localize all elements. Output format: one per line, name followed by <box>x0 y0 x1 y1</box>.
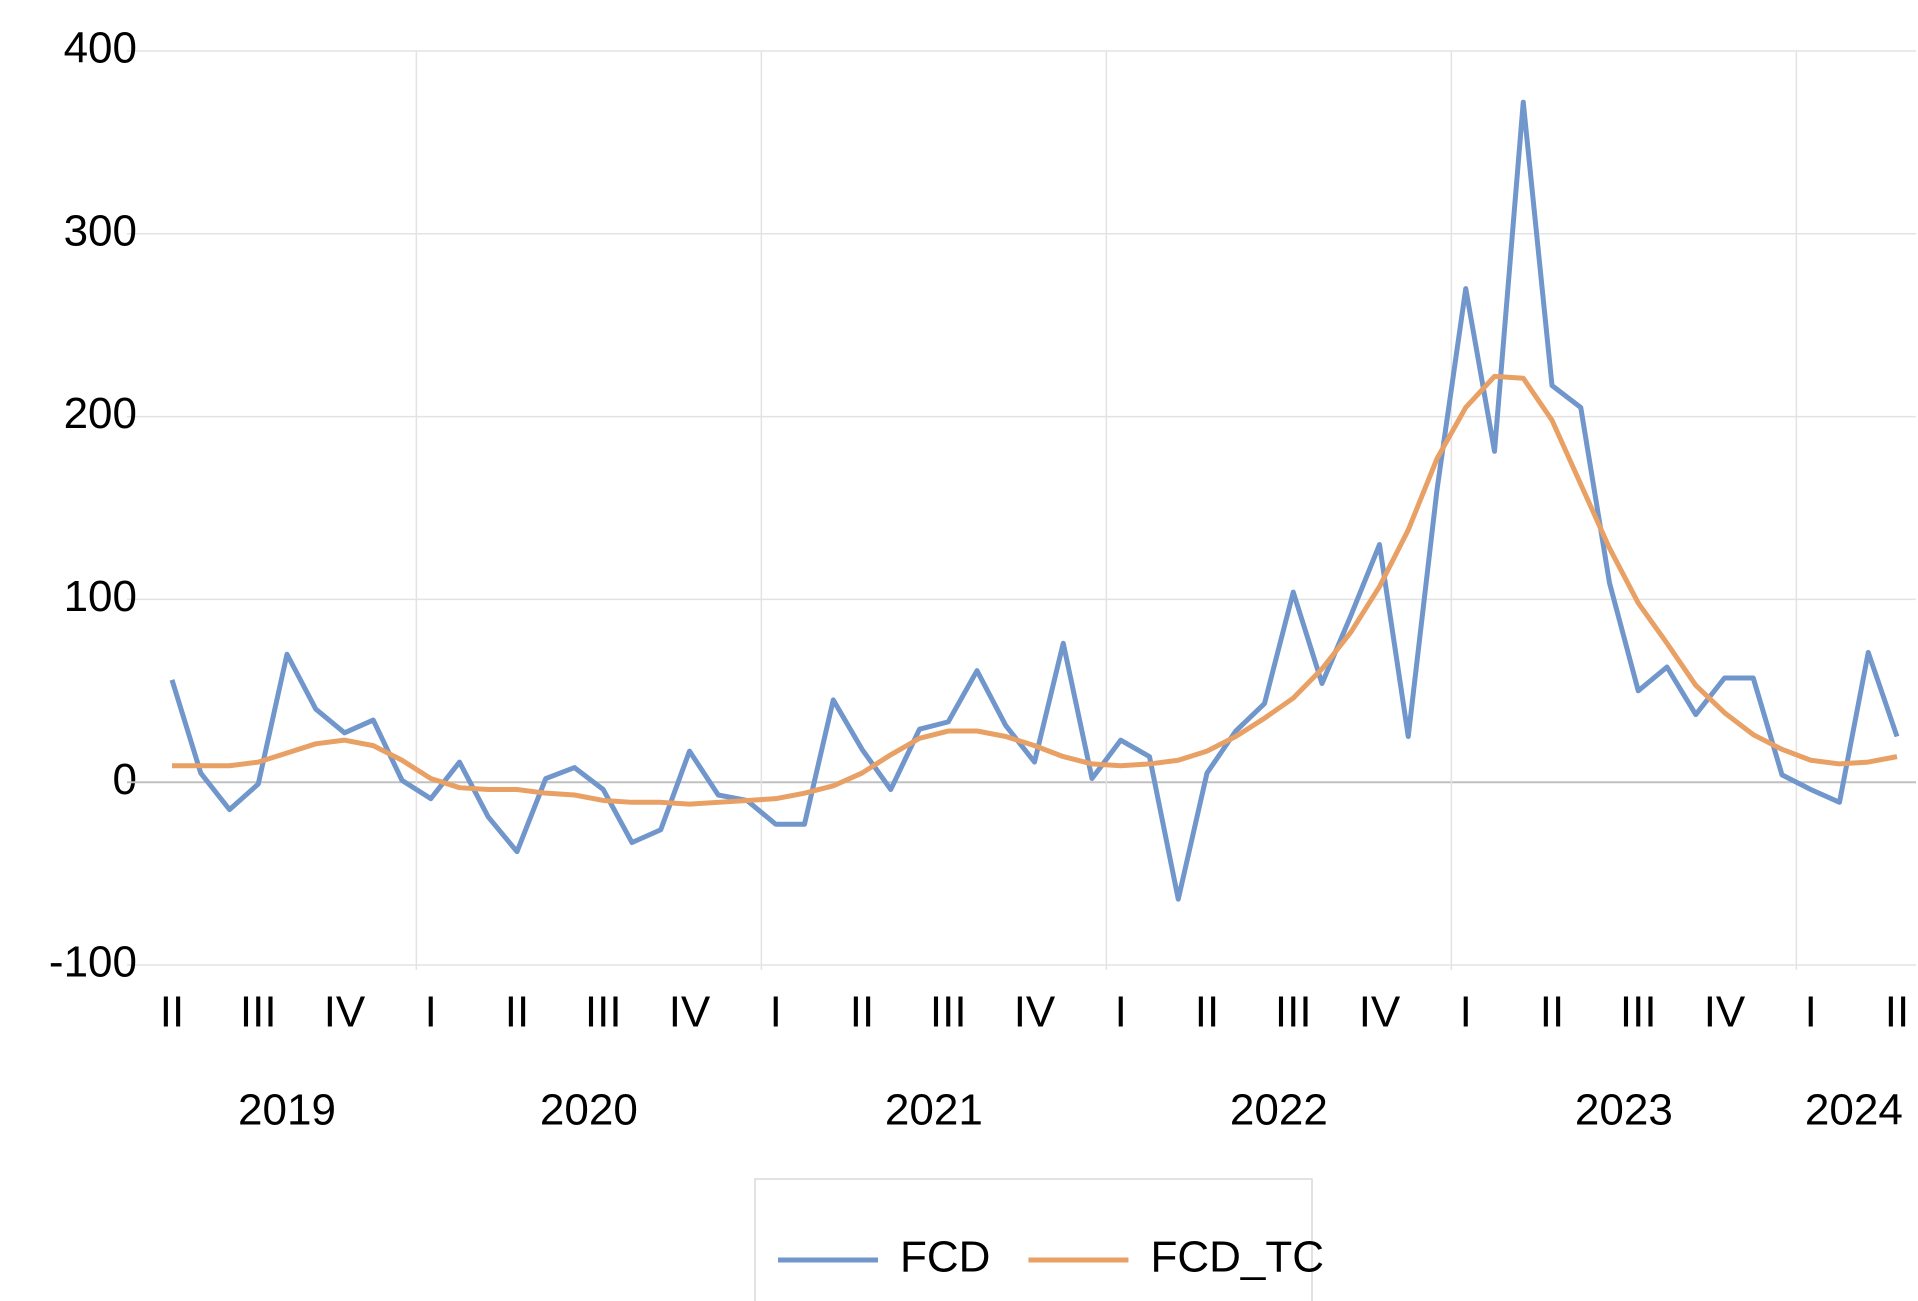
year-label: 2020 <box>540 1086 638 1135</box>
legend-box <box>754 1178 1313 1301</box>
year-label: 2019 <box>238 1086 336 1135</box>
x-tick-label: IV <box>669 988 711 1037</box>
year-label: 2023 <box>1575 1086 1673 1135</box>
x-tick-label: IV <box>324 988 366 1037</box>
x-tick-label: IV <box>1359 988 1401 1037</box>
y-tick-label: 300 <box>64 206 137 255</box>
x-tick-label: II <box>1885 988 1909 1037</box>
x-tick-label: IV <box>1704 988 1746 1037</box>
legend-label: FCD <box>900 1233 990 1282</box>
series-line <box>172 373 1898 807</box>
x-tick-label: I <box>770 988 782 1037</box>
x-tick-label: II <box>1195 988 1219 1037</box>
legend-label: FCD_TC <box>1150 1233 1324 1282</box>
y-tick-label: 0 <box>113 755 137 804</box>
y-tick-label: 400 <box>64 24 137 73</box>
x-tick-label: II <box>850 988 874 1037</box>
y-tick-label: -100 <box>49 938 137 987</box>
y-tick-label: 100 <box>64 572 137 621</box>
year-label: 2021 <box>885 1086 983 1135</box>
x-tick-label: I <box>1460 988 1472 1037</box>
x-tick-label: I <box>1805 988 1817 1037</box>
x-tick-label: I <box>1115 988 1127 1037</box>
series-line <box>169 99 1900 902</box>
x-tick-label: III <box>930 988 967 1037</box>
x-tick-label: III <box>240 988 277 1037</box>
x-tick-label: III <box>1275 988 1312 1037</box>
x-tick-label: II <box>505 988 529 1037</box>
x-tick-label: IV <box>1014 988 1056 1037</box>
x-tick-label: III <box>585 988 622 1037</box>
x-tick-label: III <box>1620 988 1657 1037</box>
x-tick-label: II <box>160 988 184 1037</box>
y-tick-label: 200 <box>64 389 137 438</box>
x-tick-label: I <box>425 988 437 1037</box>
year-label: 2024 <box>1805 1086 1903 1135</box>
x-tick-label: II <box>1540 988 1564 1037</box>
year-label: 2022 <box>1230 1086 1328 1135</box>
